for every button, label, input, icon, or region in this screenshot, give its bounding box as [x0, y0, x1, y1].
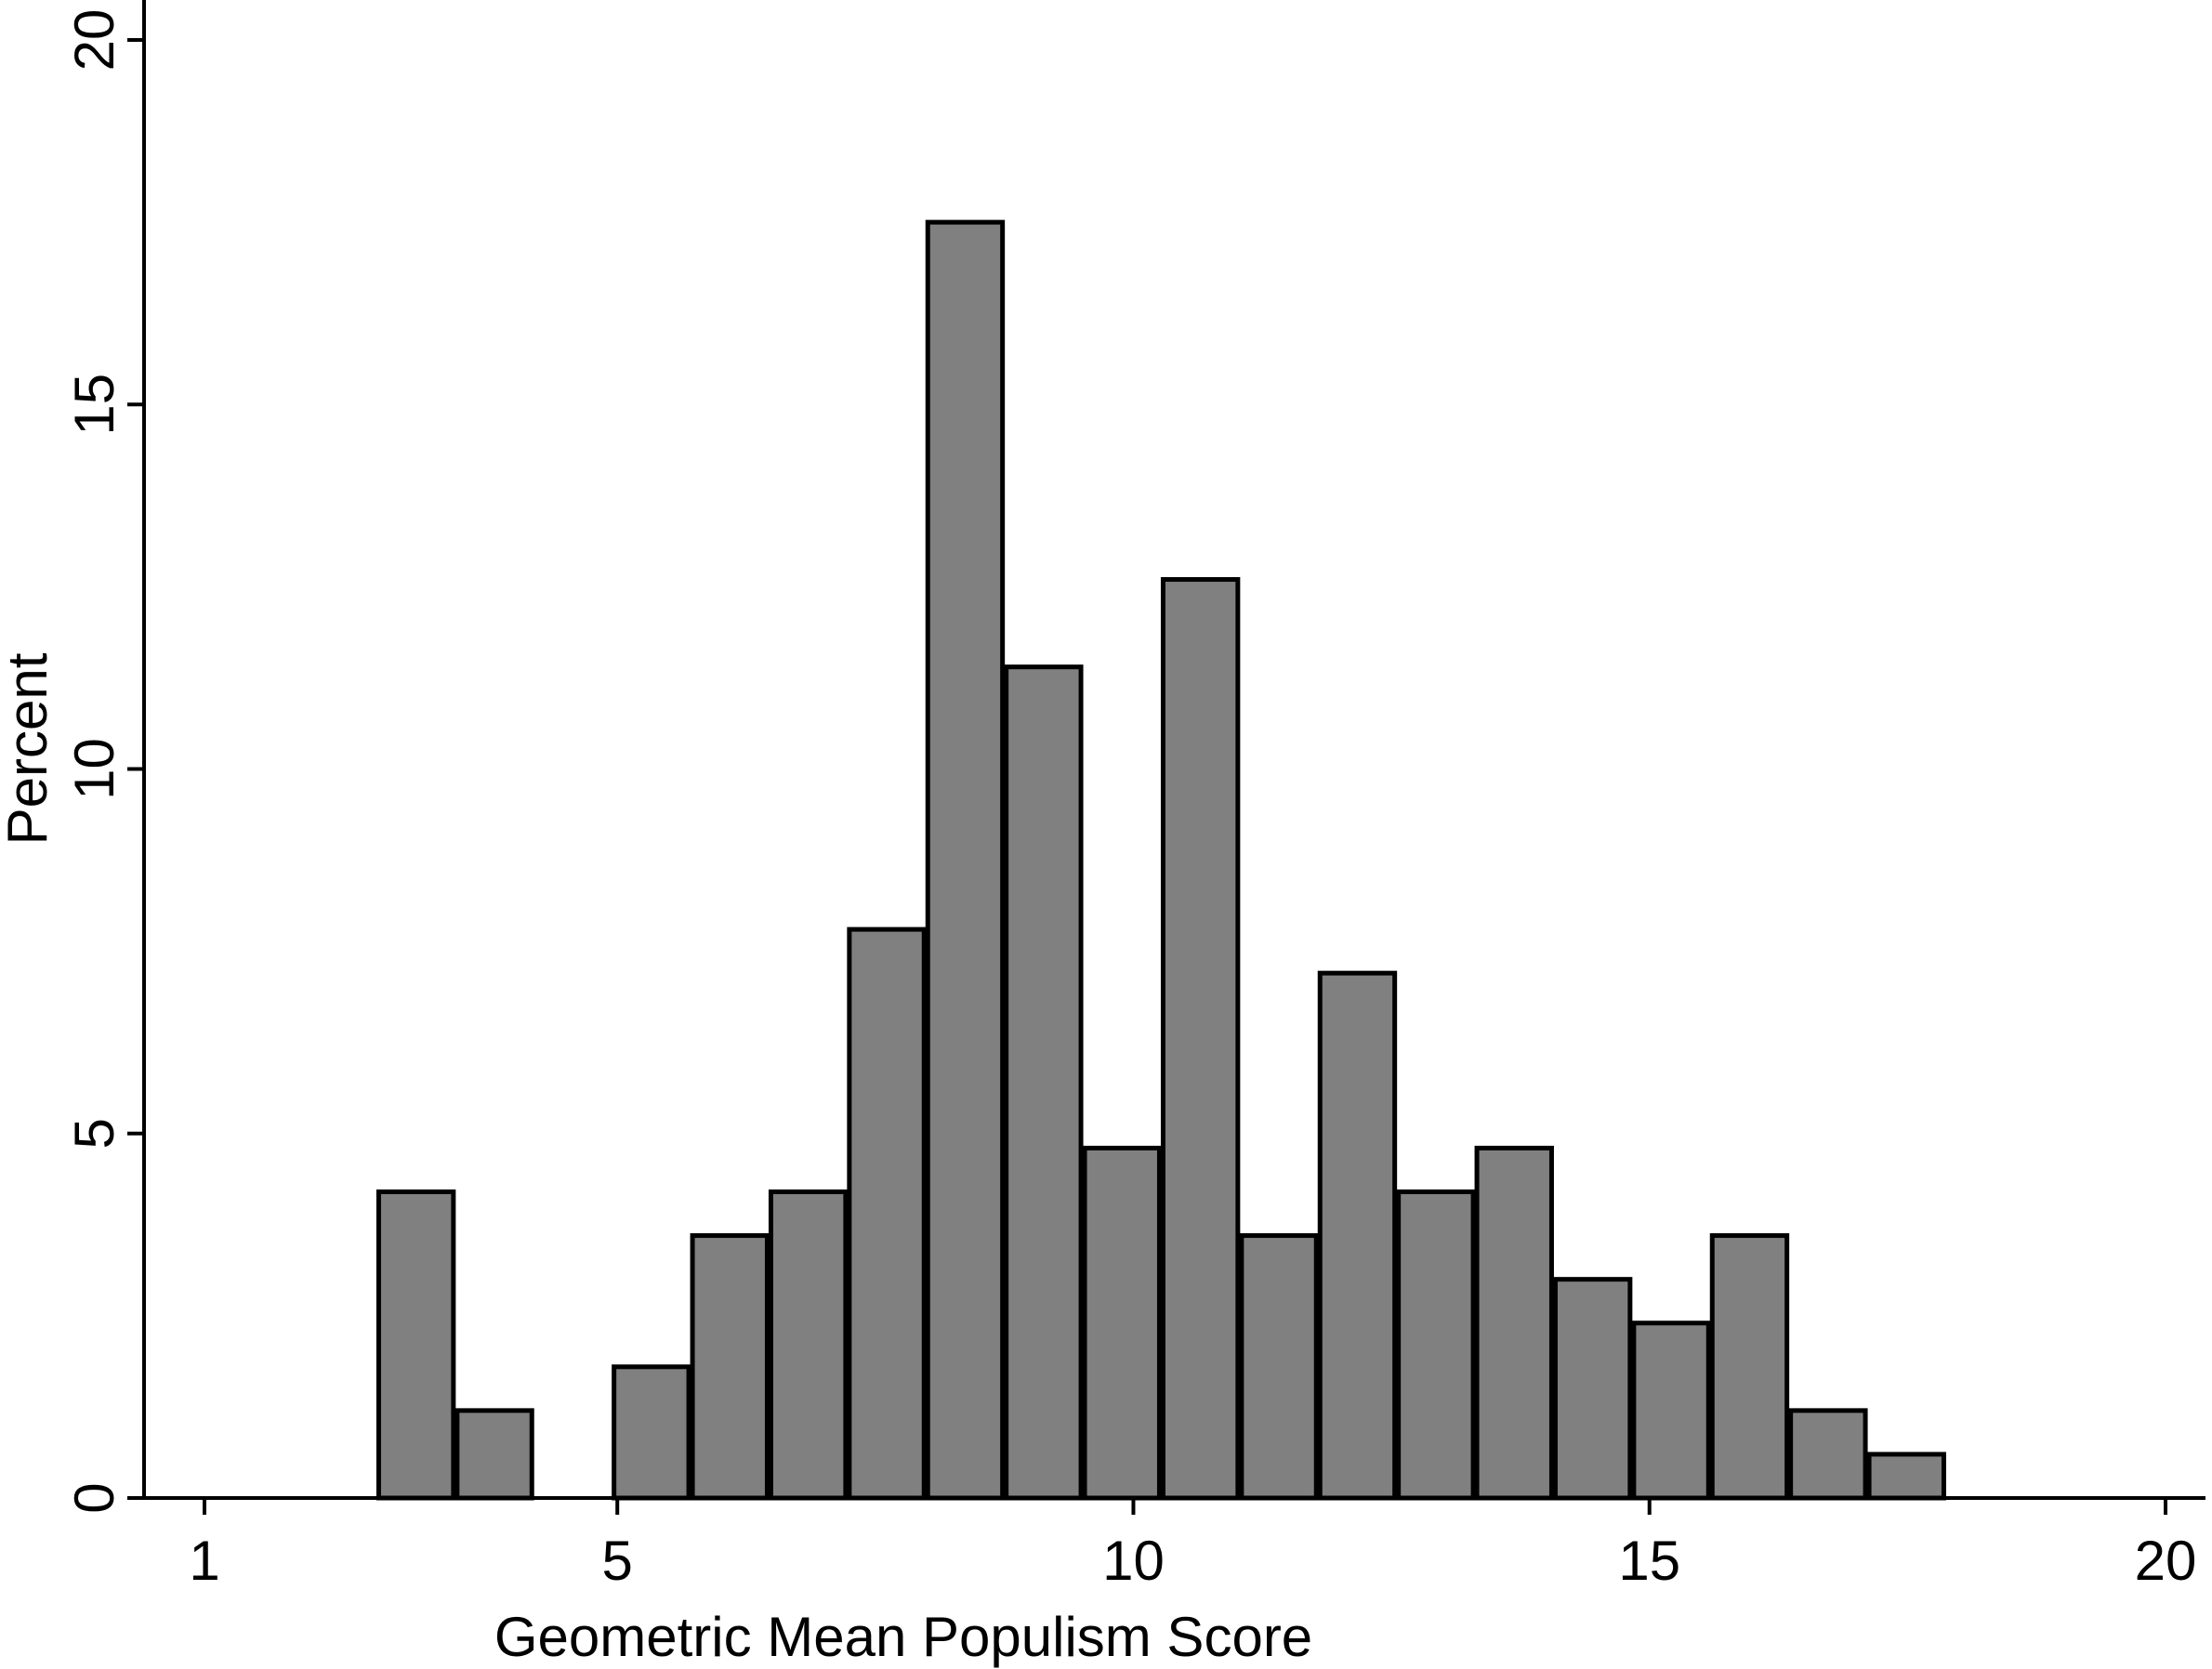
y-tick-label: 15 — [63, 374, 125, 436]
histogram-bar — [1788, 1408, 1868, 1501]
x-ticks-group: 1 5 10 15 20 — [189, 1498, 2196, 1592]
histogram-bar — [612, 1364, 691, 1501]
histogram-bar — [1082, 1145, 1162, 1501]
x-axis-title: Geometric Mean Populism Score — [494, 1606, 1312, 1668]
y-tick-label: 10 — [63, 738, 125, 800]
axes-group — [142, 0, 2205, 1500]
x-tick-label: 5 — [602, 1530, 633, 1592]
histogram-bar — [1866, 1452, 1946, 1501]
y-ticks-group: 0 5 10 15 20 — [63, 9, 144, 1514]
histogram-bar — [1004, 664, 1084, 1501]
histogram-bar — [1239, 1233, 1319, 1501]
y-axis-title: Percent — [0, 652, 59, 845]
y-tick-label: 20 — [63, 9, 125, 72]
bars-group — [375, 219, 1946, 1501]
histogram-bar — [690, 1233, 770, 1501]
y-tick-label: 0 — [63, 1482, 125, 1513]
histogram-bar — [847, 926, 927, 1501]
histogram-bar — [925, 219, 1006, 1501]
histogram-bar — [1709, 1233, 1790, 1501]
histogram-bar — [454, 1408, 534, 1501]
histogram-bar — [1160, 577, 1241, 1501]
histogram-bar — [1317, 970, 1398, 1501]
histogram-bar — [1396, 1189, 1476, 1501]
x-tick-label: 10 — [1102, 1530, 1165, 1592]
x-tick-label: 20 — [2135, 1530, 2197, 1592]
x-tick-label: 1 — [189, 1530, 219, 1592]
histogram-bar — [768, 1189, 849, 1501]
histogram-bar — [1631, 1321, 1711, 1501]
x-tick-label: 15 — [1618, 1530, 1680, 1592]
histogram-bar — [1474, 1145, 1554, 1501]
histogram-bar — [1552, 1277, 1633, 1501]
histogram-bar — [375, 1189, 456, 1501]
y-tick-label: 5 — [63, 1118, 125, 1149]
